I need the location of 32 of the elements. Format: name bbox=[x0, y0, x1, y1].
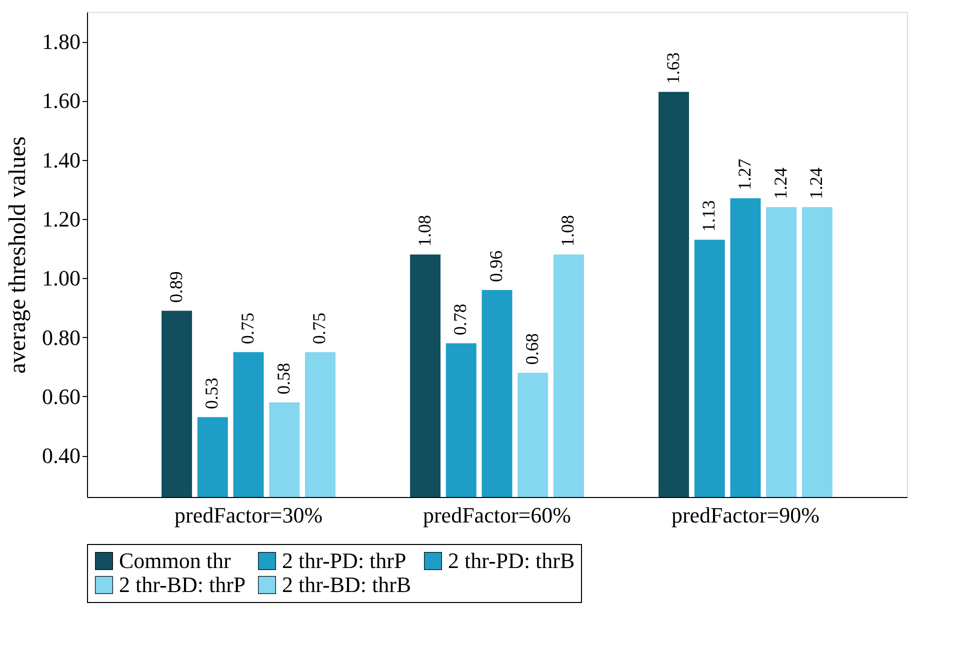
y-tick-label: 1.80 bbox=[42, 29, 80, 54]
data-label: 1.27 bbox=[734, 158, 754, 190]
y-tick-label: 1.40 bbox=[42, 147, 80, 172]
y-tick-label: 1.60 bbox=[42, 88, 80, 114]
data-label: 0.78 bbox=[450, 304, 470, 336]
data-label: 1.24 bbox=[770, 168, 790, 200]
data-label: 1.13 bbox=[698, 200, 719, 232]
legend-label: 2 thr-PD: thrB bbox=[448, 548, 575, 573]
data-label: 0.89 bbox=[166, 271, 186, 303]
data-label: 0.58 bbox=[273, 362, 294, 394]
y-tick-label: 0.40 bbox=[42, 443, 80, 468]
legend-label: Common thr bbox=[119, 548, 232, 573]
data-label: 0.75 bbox=[238, 312, 258, 344]
y-tick-label: 0.60 bbox=[42, 384, 80, 409]
data-label: 0.75 bbox=[309, 312, 330, 344]
y-tick-label: 0.80 bbox=[42, 324, 80, 350]
data-label: 1.08 bbox=[558, 215, 578, 246]
y-axis-title: average threshold values bbox=[5, 136, 31, 374]
x-tick-label: predFactor=60% bbox=[422, 502, 572, 528]
data-label: 1.63 bbox=[662, 52, 683, 84]
legend-label: 2 thr-BD: thrP bbox=[119, 572, 246, 597]
legend-label: 2 thr-BD: thrB bbox=[282, 572, 412, 597]
y-tick-label: 1.00 bbox=[42, 266, 80, 291]
x-tick-label: predFactor=30% bbox=[174, 502, 323, 528]
legend-label: 2 thr-PD: thrP bbox=[282, 548, 406, 573]
data-label: 1.08 bbox=[414, 215, 434, 246]
data-label: 0.53 bbox=[202, 378, 222, 410]
y-tick-label: 1.20 bbox=[42, 206, 80, 232]
data-label: 0.68 bbox=[522, 333, 542, 365]
data-label: 0.96 bbox=[486, 250, 506, 282]
data-label: 1.24 bbox=[806, 168, 826, 200]
x-tick-label: predFactor=90% bbox=[671, 502, 820, 528]
